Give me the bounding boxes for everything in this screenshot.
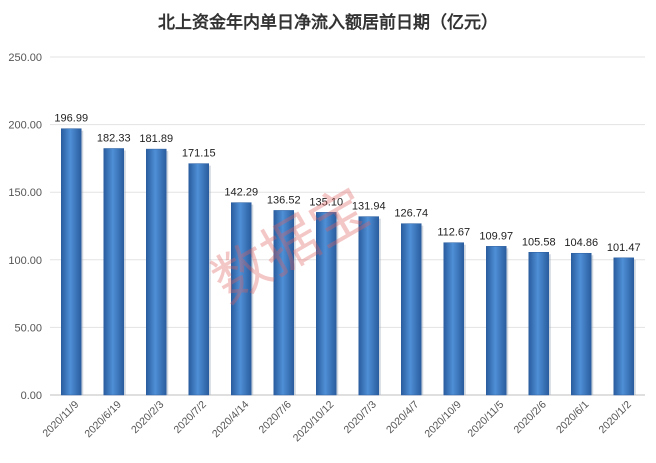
bar (316, 212, 337, 396)
data-label: 181.89 (139, 133, 173, 145)
bar (613, 257, 634, 396)
x-tick-label: 2020/2/3 (129, 399, 166, 436)
x-tick-label: 2020/10/12 (291, 399, 337, 445)
bar (528, 252, 549, 396)
y-tick-label: 200.00 (8, 120, 42, 132)
data-label: 196.99 (54, 113, 88, 125)
bar (146, 148, 167, 396)
bar (443, 242, 464, 396)
bar (571, 252, 592, 396)
bar (486, 246, 507, 396)
x-tick-label: 2020/11/9 (40, 399, 81, 440)
y-tick-label: 100.00 (8, 255, 42, 267)
y-tick-label: 50.00 (14, 322, 42, 334)
bar (61, 128, 82, 396)
x-tick-label: 2020/7/6 (256, 399, 293, 436)
data-label: 135.10 (309, 196, 343, 208)
x-tick-label: 2020/2/6 (511, 399, 548, 436)
bar (188, 163, 209, 396)
data-label: 136.52 (267, 194, 301, 206)
data-label: 105.58 (522, 236, 556, 248)
data-label: 131.94 (352, 201, 386, 213)
data-label: 142.29 (224, 187, 258, 199)
x-tick-label: 2020/7/2 (171, 399, 208, 436)
y-tick-label: 250.00 (8, 52, 42, 64)
x-tick-label: 2020/7/3 (341, 399, 378, 436)
x-tick-label: 2020/6/1 (554, 399, 591, 436)
bar (273, 210, 294, 396)
data-label: 171.15 (182, 148, 216, 160)
data-label: 112.67 (437, 227, 470, 239)
data-label: 101.47 (607, 242, 641, 254)
bar (231, 202, 252, 396)
data-label: 104.86 (564, 237, 598, 249)
x-tick-label: 2020/4/7 (384, 399, 421, 436)
x-tick-label: 2020/6/19 (82, 399, 124, 441)
x-tick-label: 2020/10/9 (422, 399, 464, 441)
data-label: 182.33 (97, 132, 131, 144)
chart-title: 北上资金年内单日净流入额居前日期（亿元） (158, 13, 498, 33)
bar (358, 216, 379, 396)
bar (401, 223, 422, 396)
y-tick-label: 0.00 (21, 390, 42, 402)
bar (103, 148, 124, 396)
y-tick-label: 150.00 (8, 187, 42, 199)
x-tick-label: 2020/1/2 (596, 399, 633, 436)
x-tick-label: 2020/4/14 (210, 399, 252, 441)
data-label: 126.74 (394, 208, 428, 220)
x-tick-label: 2020/11/5 (465, 399, 506, 440)
data-label: 109.97 (479, 230, 513, 242)
